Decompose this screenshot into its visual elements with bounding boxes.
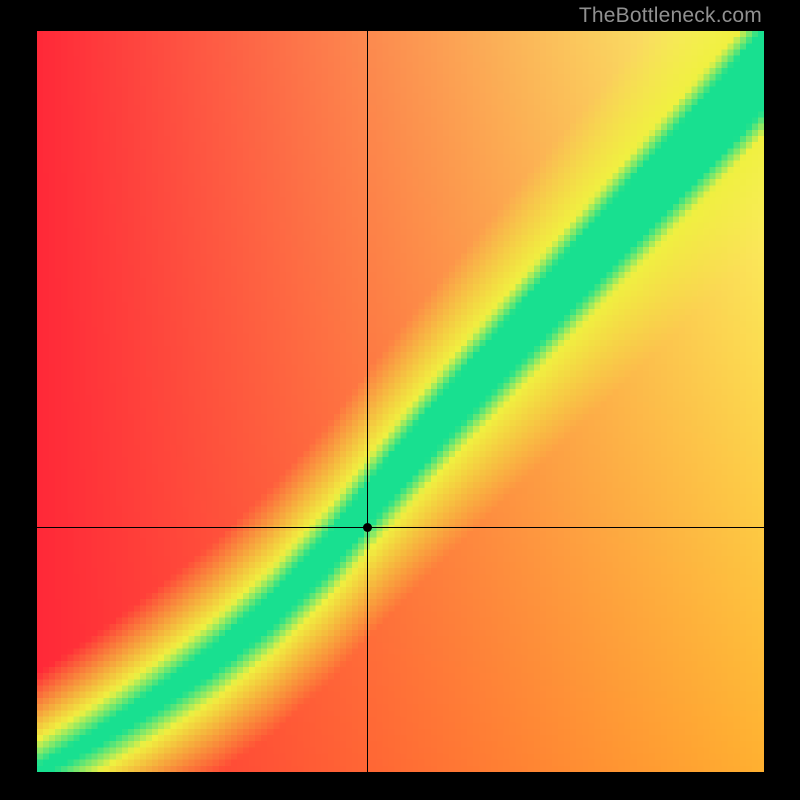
crosshair-vertical bbox=[367, 31, 368, 772]
heatmap-canvas bbox=[37, 31, 764, 772]
crosshair-horizontal bbox=[37, 527, 764, 528]
heatmap-plot-area bbox=[37, 31, 764, 772]
watermark-label: TheBottleneck.com bbox=[579, 4, 762, 28]
figure-root: TheBottleneck.com bbox=[0, 0, 800, 800]
